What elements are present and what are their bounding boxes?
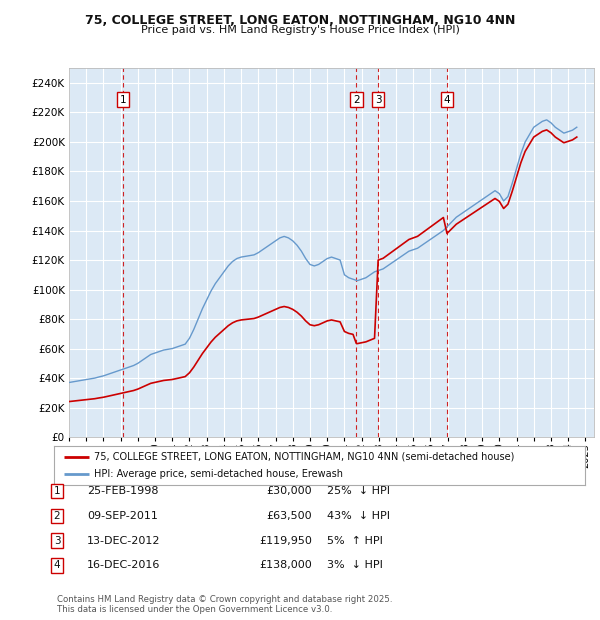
Text: 75, COLLEGE STREET, LONG EATON, NOTTINGHAM, NG10 4NN (semi-detached house): 75, COLLEGE STREET, LONG EATON, NOTTINGH…: [94, 452, 514, 462]
Text: Price paid vs. HM Land Registry's House Price Index (HPI): Price paid vs. HM Land Registry's House …: [140, 25, 460, 35]
Text: £138,000: £138,000: [259, 560, 312, 570]
Text: 43%  ↓ HPI: 43% ↓ HPI: [327, 511, 390, 521]
Text: 75, COLLEGE STREET, LONG EATON, NOTTINGHAM, NG10 4NN: 75, COLLEGE STREET, LONG EATON, NOTTINGH…: [85, 14, 515, 27]
Text: 3%  ↓ HPI: 3% ↓ HPI: [327, 560, 383, 570]
Text: £63,500: £63,500: [266, 511, 312, 521]
Text: 16-DEC-2016: 16-DEC-2016: [87, 560, 160, 570]
Text: HPI: Average price, semi-detached house, Erewash: HPI: Average price, semi-detached house,…: [94, 469, 343, 479]
Text: This data is licensed under the Open Government Licence v3.0.: This data is licensed under the Open Gov…: [57, 604, 332, 614]
Text: 5%  ↑ HPI: 5% ↑ HPI: [327, 536, 383, 546]
Text: Contains HM Land Registry data © Crown copyright and database right 2025.: Contains HM Land Registry data © Crown c…: [57, 595, 392, 604]
Text: 3: 3: [375, 95, 382, 105]
Text: 4: 4: [53, 560, 61, 570]
Text: 2: 2: [53, 511, 61, 521]
Text: 1: 1: [53, 486, 61, 496]
Text: 3: 3: [53, 536, 61, 546]
Text: 13-DEC-2012: 13-DEC-2012: [87, 536, 161, 546]
Text: 25-FEB-1998: 25-FEB-1998: [87, 486, 158, 496]
Text: 09-SEP-2011: 09-SEP-2011: [87, 511, 158, 521]
Text: 25%  ↓ HPI: 25% ↓ HPI: [327, 486, 390, 496]
Text: 4: 4: [443, 95, 451, 105]
Text: £30,000: £30,000: [266, 486, 312, 496]
Text: 1: 1: [120, 95, 127, 105]
Text: 2: 2: [353, 95, 359, 105]
Text: £119,950: £119,950: [259, 536, 312, 546]
